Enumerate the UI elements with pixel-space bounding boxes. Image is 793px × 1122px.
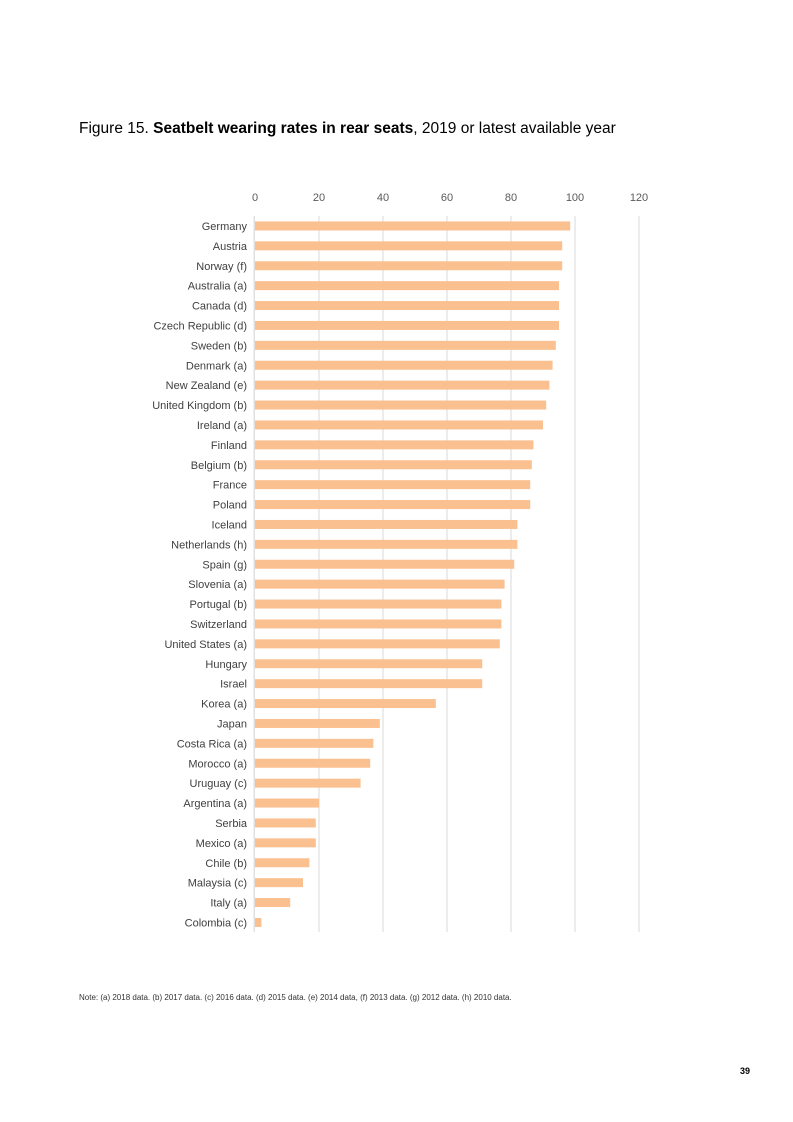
x-axis-ticks: 0 20 40 60 80 100 120 [252, 192, 648, 204]
category-label: Chile (b) [205, 858, 247, 870]
category-label: Sweden (b) [191, 340, 247, 352]
bar [255, 559, 515, 569]
y-axis-labels: Germany Austria Norway (f) Australia (a) Can… [152, 221, 248, 930]
figure-note: Note: (a) 2018 data. (b) 2017 data. (c) … [79, 993, 512, 1002]
category-label: Spain (g) [202, 559, 247, 571]
bar [255, 758, 371, 768]
x-tick-label: 120 [630, 192, 648, 204]
bar [255, 798, 319, 808]
y-axis-line [253, 216, 255, 932]
bar [255, 579, 505, 589]
bar [255, 340, 556, 350]
category-label: Mexico (a) [196, 838, 247, 850]
bar [255, 539, 518, 549]
bar [255, 917, 262, 927]
bar [255, 659, 483, 669]
category-label: Colombia (c) [185, 917, 247, 929]
x-tick-label: 0 [252, 192, 258, 204]
bar [255, 718, 380, 728]
bar [255, 420, 543, 430]
bar [255, 838, 316, 848]
category-label: Serbia [215, 818, 248, 830]
bar [255, 639, 500, 649]
category-label: Malaysia (c) [188, 878, 247, 890]
bar [255, 500, 531, 510]
bar [255, 898, 291, 908]
category-label: Denmark (a) [186, 360, 247, 372]
caption-title: Seatbelt wearing rates in rear seats [153, 120, 414, 137]
category-label: Finland [211, 440, 247, 452]
bar [255, 400, 547, 410]
category-label: Switzerland [190, 619, 247, 631]
bar [255, 778, 361, 788]
category-label: Portugal (b) [190, 599, 247, 611]
category-label: Czech Republic (d) [153, 320, 247, 332]
bar [255, 738, 374, 748]
bar [255, 281, 559, 291]
category-label: United States (a) [164, 639, 247, 651]
category-label: Netherlands (h) [171, 539, 247, 551]
category-label: Norway (f) [196, 261, 247, 273]
bar [255, 858, 310, 868]
bar [255, 818, 316, 828]
bar [255, 480, 531, 490]
bar [255, 241, 563, 251]
category-label: Ireland (a) [197, 420, 247, 432]
x-tick-label: 60 [441, 192, 453, 204]
category-label: Italy (a) [210, 898, 247, 910]
bar [255, 360, 553, 370]
bar [255, 261, 563, 271]
bar-chart: 0 20 40 60 80 100 120 Germany Austria Norway (f)… [152, 192, 648, 932]
bar [255, 460, 532, 470]
category-label: Hungary [205, 659, 247, 671]
category-label: Argentina (a) [183, 798, 247, 810]
chart-bars [255, 221, 571, 927]
category-label: Slovenia (a) [188, 579, 247, 591]
x-tick-label: 100 [566, 192, 584, 204]
category-label: Austria [213, 241, 248, 253]
category-label: Uruguay (c) [190, 778, 247, 790]
category-label: Poland [213, 500, 247, 512]
category-label: New Zealand (e) [166, 380, 247, 392]
category-label: Costa Rica (a) [177, 738, 247, 750]
page-number: 39 [740, 1066, 751, 1076]
bar [255, 878, 303, 888]
category-label: Belgium (b) [191, 460, 247, 472]
category-label: Israel [220, 679, 247, 691]
category-label: Canada (d) [192, 301, 247, 313]
bar [255, 519, 518, 529]
caption-prefix: Figure 15. [79, 120, 154, 137]
bar [255, 679, 483, 689]
bar [255, 301, 559, 311]
category-label: Germany [202, 221, 248, 233]
bar [255, 699, 436, 709]
bar [255, 599, 502, 609]
x-tick-label: 40 [377, 192, 389, 204]
figure-caption: Figure 15. Seatbelt wearing rates in rea… [79, 120, 616, 138]
x-tick-label: 80 [505, 192, 517, 204]
x-tick-label: 20 [313, 192, 325, 204]
caption-suffix: , 2019 or latest available year [413, 120, 616, 137]
category-label: Korea (a) [201, 699, 247, 711]
category-label: United Kingdom (b) [152, 400, 247, 412]
category-label: Morocco (a) [188, 758, 247, 770]
bar [255, 221, 571, 231]
chart-gridlines [318, 216, 640, 932]
category-label: Australia (a) [188, 281, 247, 293]
bar [255, 380, 550, 390]
category-label: Iceland [212, 519, 247, 531]
bar [255, 440, 534, 450]
category-label: France [213, 480, 247, 492]
category-label: Japan [217, 718, 247, 730]
bar [255, 619, 502, 629]
bar [255, 320, 559, 330]
